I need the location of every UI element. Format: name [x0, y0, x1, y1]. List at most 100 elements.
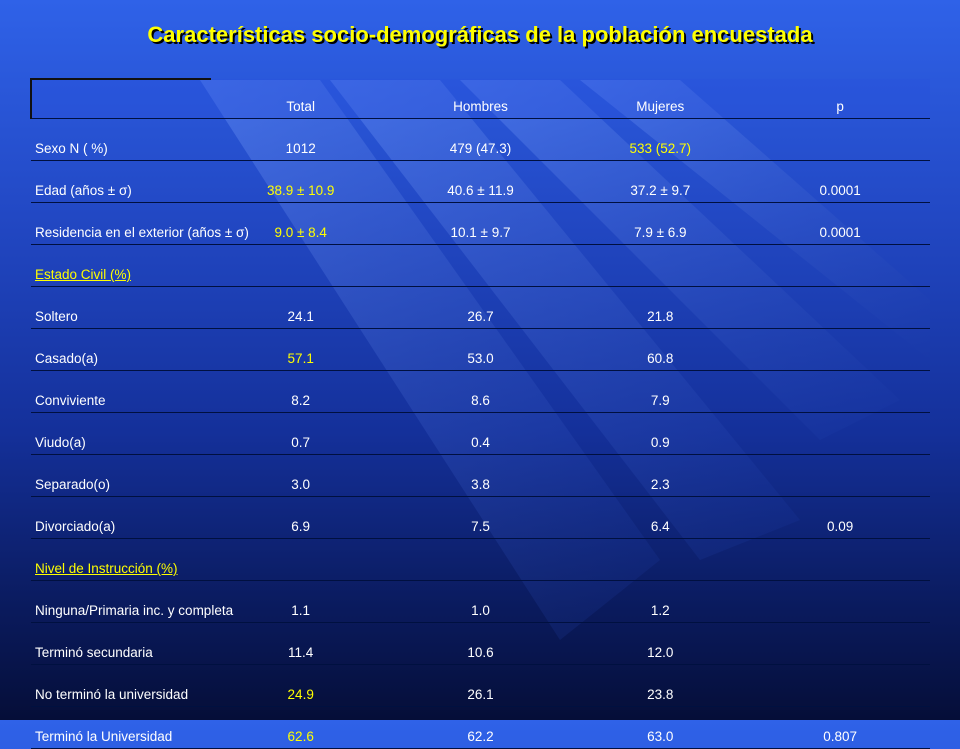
table-row: No terminó la universidad 24.9 26.1 23.8 — [31, 664, 930, 707]
row-label: Conviviente — [31, 370, 211, 413]
table-header-row: Total Hombres Mujeres p — [30, 78, 930, 119]
cell-hombres: 10.1 ± 9.7 — [390, 202, 571, 245]
section-label-text: Estado Civil (%) — [35, 267, 132, 282]
header-hombres: Hombres — [390, 79, 571, 119]
table-row: Soltero 24.1 26.7 21.8 — [31, 286, 930, 329]
row-label: Soltero — [31, 286, 211, 329]
cell-mujeres: 12.0 — [570, 622, 751, 665]
cell-p — [750, 412, 930, 455]
cell-hombres: 26.1 — [390, 664, 571, 707]
section-row: Estado Civil (%) — [31, 244, 930, 287]
row-label: Terminó secundaria — [31, 622, 211, 665]
cell-hombres: 62.2 — [390, 706, 571, 749]
cell-p — [750, 454, 930, 497]
cell-mujeres: 533 (52.7) — [570, 118, 751, 161]
page-title: Características socio-demográficas de la… — [147, 22, 813, 47]
cell-hombres: 53.0 — [390, 328, 571, 371]
cell-p — [750, 328, 930, 371]
header-total: Total — [210, 79, 391, 119]
row-label: Casado(a) — [31, 328, 211, 371]
section-label-text: Nivel de Instrucción (%) — [35, 561, 178, 576]
cell-mujeres — [570, 244, 751, 287]
cell-p — [750, 664, 930, 707]
cell-hombres — [390, 538, 571, 581]
cell-hombres: 8.6 — [390, 370, 571, 413]
row-label: Viudo(a) — [31, 412, 211, 455]
cell-p — [750, 244, 930, 287]
cell-total: 24.1 — [210, 286, 391, 329]
row-label: Residencia en el exterior (años ± σ) — [31, 202, 249, 245]
cell-mujeres: 7.9 ± 6.9 — [570, 202, 751, 245]
cell-mujeres — [570, 538, 751, 581]
cell-hombres: 10.6 — [390, 622, 571, 665]
cell-hombres: 40.6 ± 11.9 — [390, 160, 571, 203]
table-row: Divorciado(a) 6.9 7.5 6.4 0.09 — [31, 496, 930, 539]
table-row: Sexo N ( %) 1012 479 (47.3) 533 (52.7) — [31, 118, 930, 161]
cell-p — [750, 370, 930, 413]
cell-total: 24.9 — [210, 664, 391, 707]
cell-mujeres: 60.8 — [570, 328, 751, 371]
table-row: Casado(a) 57.1 53.0 60.8 — [31, 328, 930, 371]
table-row: Residencia en el exterior (años ± σ) 9.0… — [31, 202, 930, 245]
cell-p: 0.09 — [750, 496, 930, 539]
header-p: p — [750, 79, 930, 119]
cell-p: 0.0001 — [750, 160, 930, 203]
table-row: Edad (años ± σ) 38.9 ± 10.9 40.6 ± 11.9 … — [31, 160, 930, 203]
row-label: Separado(o) — [31, 454, 211, 497]
header-mujeres: Mujeres — [570, 79, 751, 119]
cell-p: 0.0001 — [750, 202, 930, 245]
cell-hombres: 26.7 — [390, 286, 571, 329]
row-label: Terminó la Universidad — [31, 706, 211, 749]
cell-p — [750, 118, 930, 161]
cell-mujeres: 23.8 — [570, 664, 751, 707]
cell-hombres: 0.4 — [390, 412, 571, 455]
cell-total: 57.1 — [210, 328, 391, 371]
cell-hombres — [390, 244, 571, 287]
table-row: Terminó la Universidad 62.6 62.2 63.0 0.… — [31, 706, 930, 749]
header-label — [30, 78, 211, 119]
cell-hombres: 1.0 — [390, 580, 571, 623]
cell-total: 38.9 ± 10.9 — [210, 160, 391, 203]
cell-mujeres: 6.4 — [570, 496, 751, 539]
cell-mujeres: 37.2 ± 9.7 — [570, 160, 751, 203]
cell-p: 0.807 — [750, 706, 930, 749]
cell-mujeres: 1.2 — [570, 580, 751, 623]
table-row: Viudo(a) 0.7 0.4 0.9 — [31, 412, 930, 455]
row-label: No terminó la universidad — [31, 664, 211, 707]
cell-mujeres: 7.9 — [570, 370, 751, 413]
table-row: Conviviente 8.2 8.6 7.9 — [31, 370, 930, 413]
demographics-table: Total Hombres Mujeres p Sexo N ( %) 1012… — [30, 78, 930, 749]
cell-total: 62.6 — [210, 706, 391, 749]
cell-total: 11.4 — [210, 622, 391, 665]
cell-total: 8.2 — [210, 370, 391, 413]
cell-p — [750, 622, 930, 665]
cell-hombres: 7.5 — [390, 496, 571, 539]
cell-total: 1012 — [210, 118, 391, 161]
cell-hombres: 3.8 — [390, 454, 571, 497]
section-label: Nivel de Instrucción (%) — [31, 538, 211, 581]
cell-p — [750, 538, 930, 581]
cell-total — [210, 244, 391, 287]
section-row: Nivel de Instrucción (%) — [31, 538, 930, 581]
cell-total — [210, 538, 391, 581]
cell-p — [750, 286, 930, 329]
row-label: Edad (años ± σ) — [31, 160, 211, 203]
row-label: Sexo N ( %) — [31, 118, 211, 161]
cell-hombres: 479 (47.3) — [390, 118, 571, 161]
table-row: Ninguna/Primaria inc. y completa 1.1 1.0… — [31, 580, 930, 623]
section-label: Estado Civil (%) — [31, 244, 211, 287]
row-label: Ninguna/Primaria inc. y completa — [31, 580, 233, 623]
table-row: Terminó secundaria 11.4 10.6 12.0 — [31, 622, 930, 665]
cell-mujeres: 21.8 — [570, 286, 751, 329]
cell-total: 3.0 — [210, 454, 391, 497]
cell-mujeres: 0.9 — [570, 412, 751, 455]
cell-total: 1.1 — [210, 580, 391, 623]
cell-mujeres: 63.0 — [570, 706, 751, 749]
row-label: Divorciado(a) — [31, 496, 211, 539]
table-row: Separado(o) 3.0 3.8 2.3 — [31, 454, 930, 497]
cell-p — [750, 580, 930, 623]
cell-total: 0.7 — [210, 412, 391, 455]
cell-mujeres: 2.3 — [570, 454, 751, 497]
cell-total: 6.9 — [210, 496, 391, 539]
cell-total: 9.0 ± 8.4 — [210, 202, 391, 245]
